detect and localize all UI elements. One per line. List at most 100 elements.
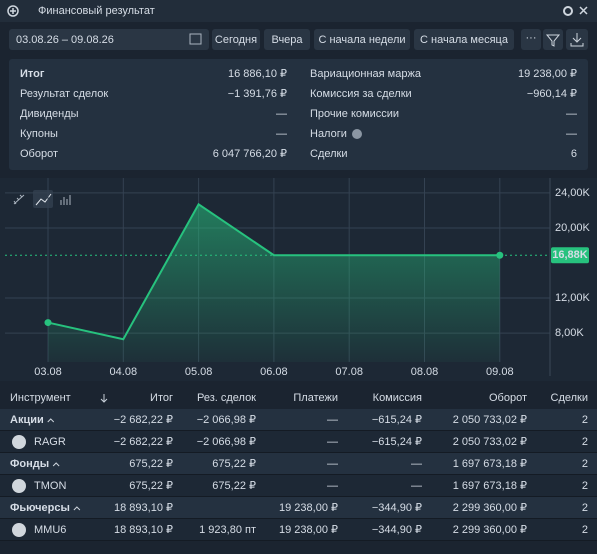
x-tick-label: 03.08: [34, 366, 62, 378]
date-range: 03.08.26 – 09.08.26: [16, 34, 114, 46]
line: [47, 202, 500, 341]
summary-value: —: [566, 108, 577, 120]
instrument-icon: [12, 479, 26, 493]
column-header: Рез. сделок: [197, 392, 256, 404]
collapse-chevron: [47, 418, 55, 423]
cell: 2 299 360,00 ₽: [453, 502, 527, 514]
cell: −2 682,22 ₽: [114, 436, 173, 448]
cell: 1 697 673,18 ₽: [453, 480, 527, 492]
close-icon[interactable]: [579, 6, 588, 15]
summary-label: Вариационная маржа: [310, 68, 422, 80]
cell: −2 066,98 ₽: [197, 436, 256, 448]
cell: 2: [582, 414, 588, 426]
instrument-name: MMU6: [34, 524, 66, 536]
summary-value: 19 238,00 ₽: [518, 68, 577, 80]
add-icon[interactable]: [7, 5, 19, 17]
export-icon: [570, 33, 584, 47]
summary-panel: [9, 59, 588, 170]
cell: −2 682,22 ₽: [114, 414, 173, 426]
summary-value: 6: [571, 148, 577, 160]
summary-label: Сделки: [310, 148, 348, 160]
item-row: [0, 431, 597, 452]
ruler-tool[interactable]: [13, 194, 25, 205]
y-tick-label: 20,00K: [555, 222, 591, 234]
item-row: [0, 519, 597, 540]
area: [48, 204, 500, 362]
column-header: Комиссия: [373, 392, 422, 404]
summary-value: —: [276, 128, 287, 140]
column-header: Оборот: [489, 392, 527, 404]
date-input[interactable]: [9, 29, 209, 50]
more-dots: ···: [526, 32, 537, 44]
cell: −2 066,98 ₽: [197, 414, 256, 426]
help-icon: [352, 129, 362, 139]
table-header: [0, 388, 597, 408]
group-row: [0, 453, 597, 474]
summary-label: Налоги: [310, 128, 347, 140]
cell: −615,24 ₽: [372, 414, 422, 426]
toolbar-button-label: Сегодня: [215, 34, 257, 46]
cell: 18 893,10 ₽: [114, 502, 173, 514]
summary-value: —: [566, 128, 577, 140]
summary-label: Комиссия за сделки: [310, 88, 412, 100]
x-tick-label: 05.08: [185, 366, 213, 378]
instrument-icon: [12, 435, 26, 449]
column-header: Инструмент: [10, 392, 71, 404]
current-label-box: [551, 247, 589, 264]
column-header: Платежи: [293, 392, 338, 404]
group-row: [0, 409, 597, 430]
cell: —: [411, 458, 422, 470]
cell: —: [327, 480, 338, 492]
cell: 1 697 673,18 ₽: [453, 458, 527, 470]
cell: —: [411, 480, 422, 492]
cell: 2: [582, 436, 588, 448]
calendar-icon: [189, 33, 202, 45]
cell: 2 299 360,00 ₽: [453, 524, 527, 536]
settings-icon[interactable]: [563, 6, 573, 16]
group-row: [0, 497, 597, 518]
toolbar-button[interactable]: [264, 29, 310, 50]
toolbar-button[interactable]: [212, 29, 260, 50]
instrument-name: RAGR: [34, 436, 66, 448]
summary-value: 6 047 766,20 ₽: [213, 148, 287, 160]
window-title: Финансовый результат: [38, 5, 155, 17]
toolbar-button[interactable]: [414, 29, 514, 50]
filter-button[interactable]: [543, 29, 563, 50]
toolbar-button-label: С начала месяца: [420, 34, 509, 46]
column-header: Сделки: [551, 392, 589, 404]
cell: 1 923,80 пт: [199, 524, 256, 536]
toolbar-button-label: Вчера: [271, 34, 303, 46]
toolbar-button[interactable]: [314, 29, 410, 50]
x-tick-label: 06.08: [260, 366, 288, 378]
cell: 675,22 ₽: [129, 458, 173, 470]
collapse-chevron: [73, 506, 81, 511]
summary-label: Прочие комиссии: [310, 108, 399, 120]
y-tick-label: 12,00K: [555, 292, 591, 304]
bar-tool[interactable]: [60, 195, 71, 205]
x-tick-label: 04.08: [110, 366, 138, 378]
cell: 2: [582, 480, 588, 492]
group-name: Фьючерсы: [10, 502, 70, 514]
cell: 2: [582, 502, 588, 514]
add-icon-plus: [10, 8, 16, 14]
summary-value: —: [276, 108, 287, 120]
summary-label: Итог: [20, 68, 45, 80]
more-button[interactable]: [521, 29, 541, 50]
group-name: Фонды: [10, 458, 49, 470]
summary-value: 16 886,10 ₽: [228, 68, 287, 80]
current-label: 16,88K: [552, 249, 588, 261]
cell: 2: [582, 524, 588, 536]
instrument-name: TMON: [34, 480, 66, 492]
title-bar: [0, 0, 597, 22]
x-tick-label: 08.08: [411, 366, 439, 378]
summary-label: Купоны: [20, 128, 58, 140]
sort-arrow: [100, 394, 108, 403]
point: [44, 319, 52, 327]
x-tick-label: 09.08: [486, 366, 514, 378]
group-name: Акции: [10, 414, 44, 426]
cell: −344,90 ₽: [372, 524, 422, 536]
toolbar-button-label: С начала недели: [318, 34, 405, 46]
summary-value: −960,14 ₽: [527, 88, 577, 100]
